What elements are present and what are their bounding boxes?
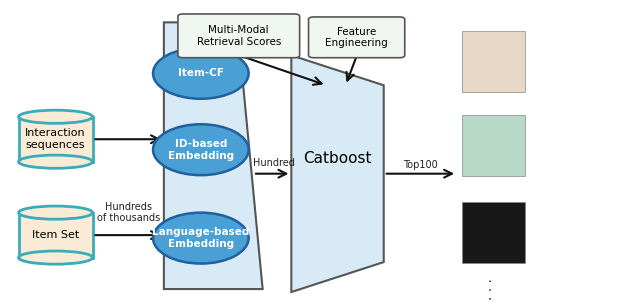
Text: Item Set: Item Set bbox=[32, 230, 79, 240]
Text: Catboost: Catboost bbox=[303, 151, 372, 166]
Ellipse shape bbox=[153, 212, 248, 264]
Text: Language-based
Embedding: Language-based Embedding bbox=[152, 227, 250, 249]
Text: Feature
Engineering: Feature Engineering bbox=[325, 26, 388, 48]
Text: Hundred: Hundred bbox=[253, 158, 294, 168]
Ellipse shape bbox=[153, 48, 248, 99]
Ellipse shape bbox=[19, 206, 93, 219]
Polygon shape bbox=[291, 55, 384, 292]
Ellipse shape bbox=[19, 155, 93, 168]
Ellipse shape bbox=[153, 124, 248, 175]
FancyBboxPatch shape bbox=[462, 202, 525, 263]
Ellipse shape bbox=[19, 110, 93, 123]
Text: ID-based
Embedding: ID-based Embedding bbox=[168, 139, 234, 161]
Text: Multi-Modal
Retrieval Scores: Multi-Modal Retrieval Scores bbox=[196, 25, 281, 47]
Polygon shape bbox=[19, 117, 93, 162]
FancyBboxPatch shape bbox=[462, 31, 525, 92]
Text: · · ·: · · · bbox=[485, 278, 499, 300]
Text: Hundreds
of thousands: Hundreds of thousands bbox=[97, 202, 160, 223]
Text: Top100: Top100 bbox=[403, 160, 438, 170]
Text: Item-CF: Item-CF bbox=[178, 68, 224, 78]
Text: Interaction
sequences: Interaction sequences bbox=[25, 128, 86, 150]
FancyBboxPatch shape bbox=[178, 14, 300, 58]
FancyBboxPatch shape bbox=[462, 115, 525, 176]
Ellipse shape bbox=[19, 251, 93, 264]
Polygon shape bbox=[164, 22, 262, 289]
Polygon shape bbox=[19, 212, 93, 257]
FancyBboxPatch shape bbox=[308, 17, 404, 58]
